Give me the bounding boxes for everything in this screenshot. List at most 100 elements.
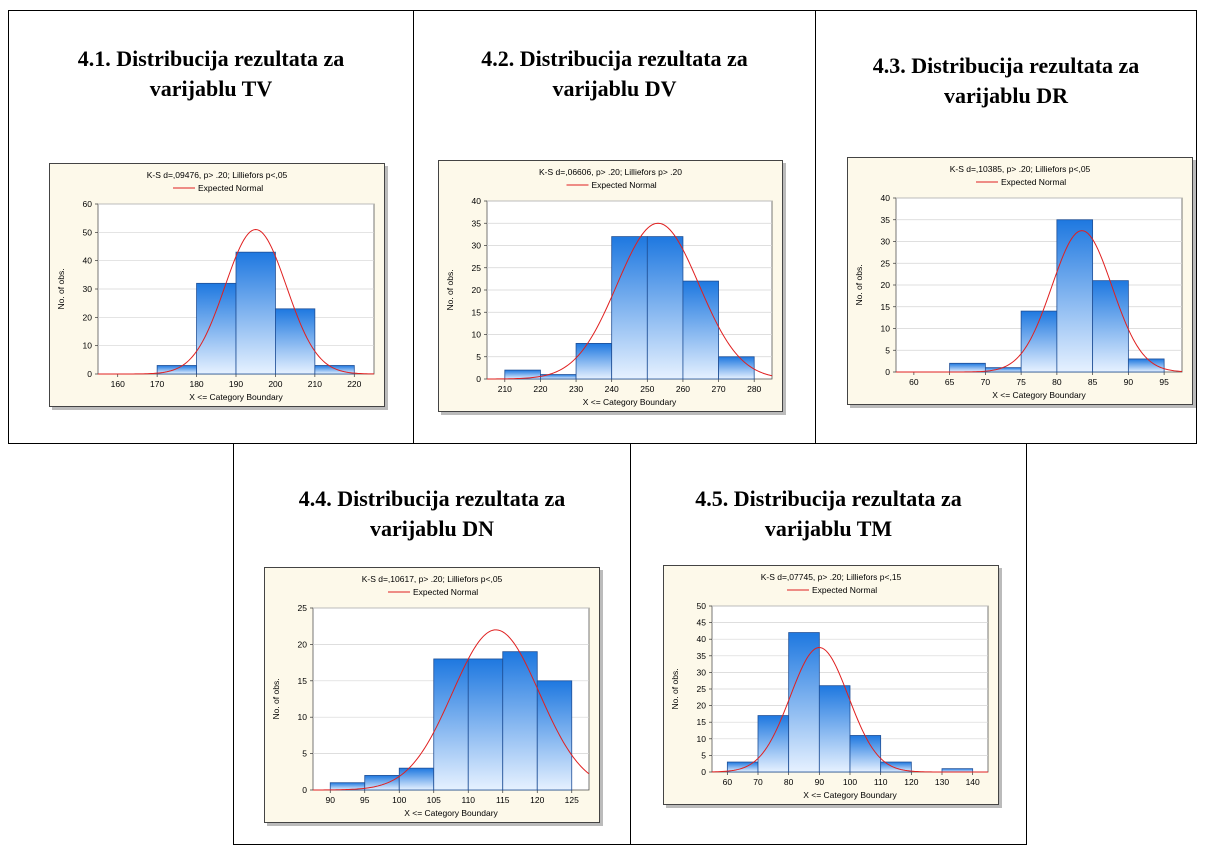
figure-title-3-line1: 4.3. Distribucija rezultata za xyxy=(872,53,1140,78)
x-tick-label: 100 xyxy=(843,777,857,787)
y-axis-label: No. of obs. xyxy=(854,264,864,305)
chart-stats-title: K-S d=,07745, p> .20; Lilliefors p<,15 xyxy=(761,572,902,582)
x-tick-label: 170 xyxy=(150,379,164,389)
x-tick-label: 105 xyxy=(427,795,441,805)
x-tick-label: 115 xyxy=(496,795,510,805)
histogram-bar xyxy=(757,715,790,773)
expected-normal-curve xyxy=(487,222,773,380)
x-tick-label: 75 xyxy=(1016,377,1026,387)
figure-title-4-line2: varijablu DN xyxy=(369,516,495,541)
figure-title-2-line1: 4.2. Distribucija rezultata za xyxy=(481,46,748,71)
x-tick-label: 160 xyxy=(111,379,125,389)
x-tick-label: 130 xyxy=(935,777,949,787)
y-tick-label: 30 xyxy=(697,667,707,677)
y-tick-label: 35 xyxy=(472,218,482,228)
figure-title-4-line1: 4.4. Distribucija rezultata za xyxy=(298,486,566,511)
x-tick-label: 210 xyxy=(498,384,512,394)
chart-panel-4: K-S d=,10617, p> .20; Lilliefors p<,05 Ex… xyxy=(264,567,600,823)
figure-title-5: 4.5. Distribucija rezultata za varijablu… xyxy=(631,484,1026,544)
x-tick-label: 270 xyxy=(711,384,725,394)
figure-title-4: 4.4. Distribucija rezultata za varijablu… xyxy=(234,484,630,544)
histogram-chart-5: K-S d=,07745, p> .20; Lilliefors p<,15 Ex… xyxy=(670,572,989,800)
x-axis-label: X <= Category Boundary xyxy=(992,390,1086,400)
x-tick-label: 90 xyxy=(815,777,825,787)
y-tick-label: 10 xyxy=(881,324,891,334)
x-tick-label: 95 xyxy=(1159,377,1169,387)
figure-title-1-line1: 4.1. Distribucija rezultata za xyxy=(77,46,345,71)
y-tick-label: 40 xyxy=(881,193,891,203)
histogram-bar xyxy=(196,282,237,375)
y-tick-label: 15 xyxy=(881,302,891,312)
y-tick-label: 40 xyxy=(83,256,93,266)
histogram-bar xyxy=(502,651,538,791)
x-tick-label: 280 xyxy=(747,384,761,394)
x-tick-label: 120 xyxy=(530,795,544,805)
histogram-bar xyxy=(880,761,912,773)
histogram-bar xyxy=(235,251,276,375)
y-tick-label: 50 xyxy=(83,227,93,237)
figure-title-2-line2: varijablu DV xyxy=(552,76,677,101)
y-axis-label: No. of obs. xyxy=(445,269,455,310)
y-axis-label: No. of obs. xyxy=(56,268,66,309)
figure-title-2: 4.2. Distribucija rezultata za varijablu… xyxy=(414,44,815,104)
figure-title-3: 4.3. Distribucija rezultata za varijablu… xyxy=(816,51,1196,111)
x-tick-label: 85 xyxy=(1088,377,1098,387)
y-tick-label: 45 xyxy=(697,618,707,628)
y-tick-label: 5 xyxy=(476,352,481,362)
y-tick-label: 35 xyxy=(697,651,707,661)
y-tick-label: 15 xyxy=(472,307,482,317)
expected-normal-curve xyxy=(98,228,375,375)
legend-label: Expected Normal xyxy=(1001,177,1066,187)
figure-cell-4: 4.4. Distribucija rezultata za varijablu… xyxy=(233,443,631,845)
x-tick-label: 70 xyxy=(753,777,763,787)
chart-stats-title: K-S d=,10617, p> .20; Lilliefors p<,05 xyxy=(362,574,503,584)
y-tick-label: 20 xyxy=(83,312,93,322)
expected-normal-curve xyxy=(711,647,988,773)
chart-panel-1: K-S d=,09476, p> .20; Lilliefors p<,05 Ex… xyxy=(49,163,385,407)
y-tick-label: 20 xyxy=(697,701,707,711)
figure-cell-5: 4.5. Distribucija rezultata za varijablu… xyxy=(630,443,1027,845)
histogram-chart-2: K-S d=,06606, p> .20; Lilliefors p> .20 E… xyxy=(445,167,773,407)
x-tick-label: 230 xyxy=(569,384,583,394)
x-tick-label: 220 xyxy=(347,379,361,389)
chart-panel-5: K-S d=,07745, p> .20; Lilliefors p<,15 Ex… xyxy=(663,565,999,805)
x-tick-label: 90 xyxy=(326,795,336,805)
histogram-bar xyxy=(611,236,648,380)
chart-stats-title: K-S d=,09476, p> .20; Lilliefors p<,05 xyxy=(147,170,288,180)
y-tick-label: 15 xyxy=(298,676,308,686)
x-tick-label: 240 xyxy=(605,384,619,394)
x-tick-label: 80 xyxy=(1052,377,1062,387)
x-tick-label: 200 xyxy=(268,379,282,389)
x-tick-label: 210 xyxy=(308,379,322,389)
y-tick-label: 35 xyxy=(881,215,891,225)
legend-label: Expected Normal xyxy=(198,183,263,193)
y-tick-label: 5 xyxy=(701,750,706,760)
x-tick-label: 110 xyxy=(461,795,475,805)
legend-label: Expected Normal xyxy=(413,587,478,597)
histogram-bar xyxy=(575,342,613,380)
x-tick-label: 65 xyxy=(945,377,955,387)
histogram-bar xyxy=(433,658,469,791)
histogram-bar xyxy=(849,735,882,773)
x-tick-label: 60 xyxy=(723,777,733,787)
x-axis-label: X <= Category Boundary xyxy=(583,397,677,407)
y-tick-label: 25 xyxy=(697,684,707,694)
histogram-bar xyxy=(949,362,986,373)
x-axis-label: X <= Category Boundary xyxy=(803,790,897,800)
figure-title-5-line2: varijablu TM xyxy=(764,516,893,541)
expected-normal-curve xyxy=(896,230,1183,373)
histogram-bar xyxy=(1056,219,1094,373)
histogram-chart-4: K-S d=,10617, p> .20; Lilliefors p<,05 Ex… xyxy=(271,574,590,818)
x-axis-label: X <= Category Boundary xyxy=(189,392,283,402)
x-tick-label: 250 xyxy=(640,384,654,394)
y-tick-label: 10 xyxy=(83,341,93,351)
histogram-bar xyxy=(467,658,504,791)
histogram-bar xyxy=(646,236,684,380)
y-tick-label: 20 xyxy=(881,280,891,290)
figure-cell-3: 4.3. Distribucija rezultata za varijablu… xyxy=(815,10,1197,444)
legend-label: Expected Normal xyxy=(592,180,657,190)
figure-title-5-line1: 4.5. Distribucija rezultata za xyxy=(695,486,962,511)
histogram-bar xyxy=(1092,280,1129,373)
histogram-chart-1: K-S d=,09476, p> .20; Lilliefors p<,05 Ex… xyxy=(56,170,375,402)
histogram-chart-3: K-S d=,10385, p> .20; Lilliefors p<,05 Ex… xyxy=(854,164,1183,400)
